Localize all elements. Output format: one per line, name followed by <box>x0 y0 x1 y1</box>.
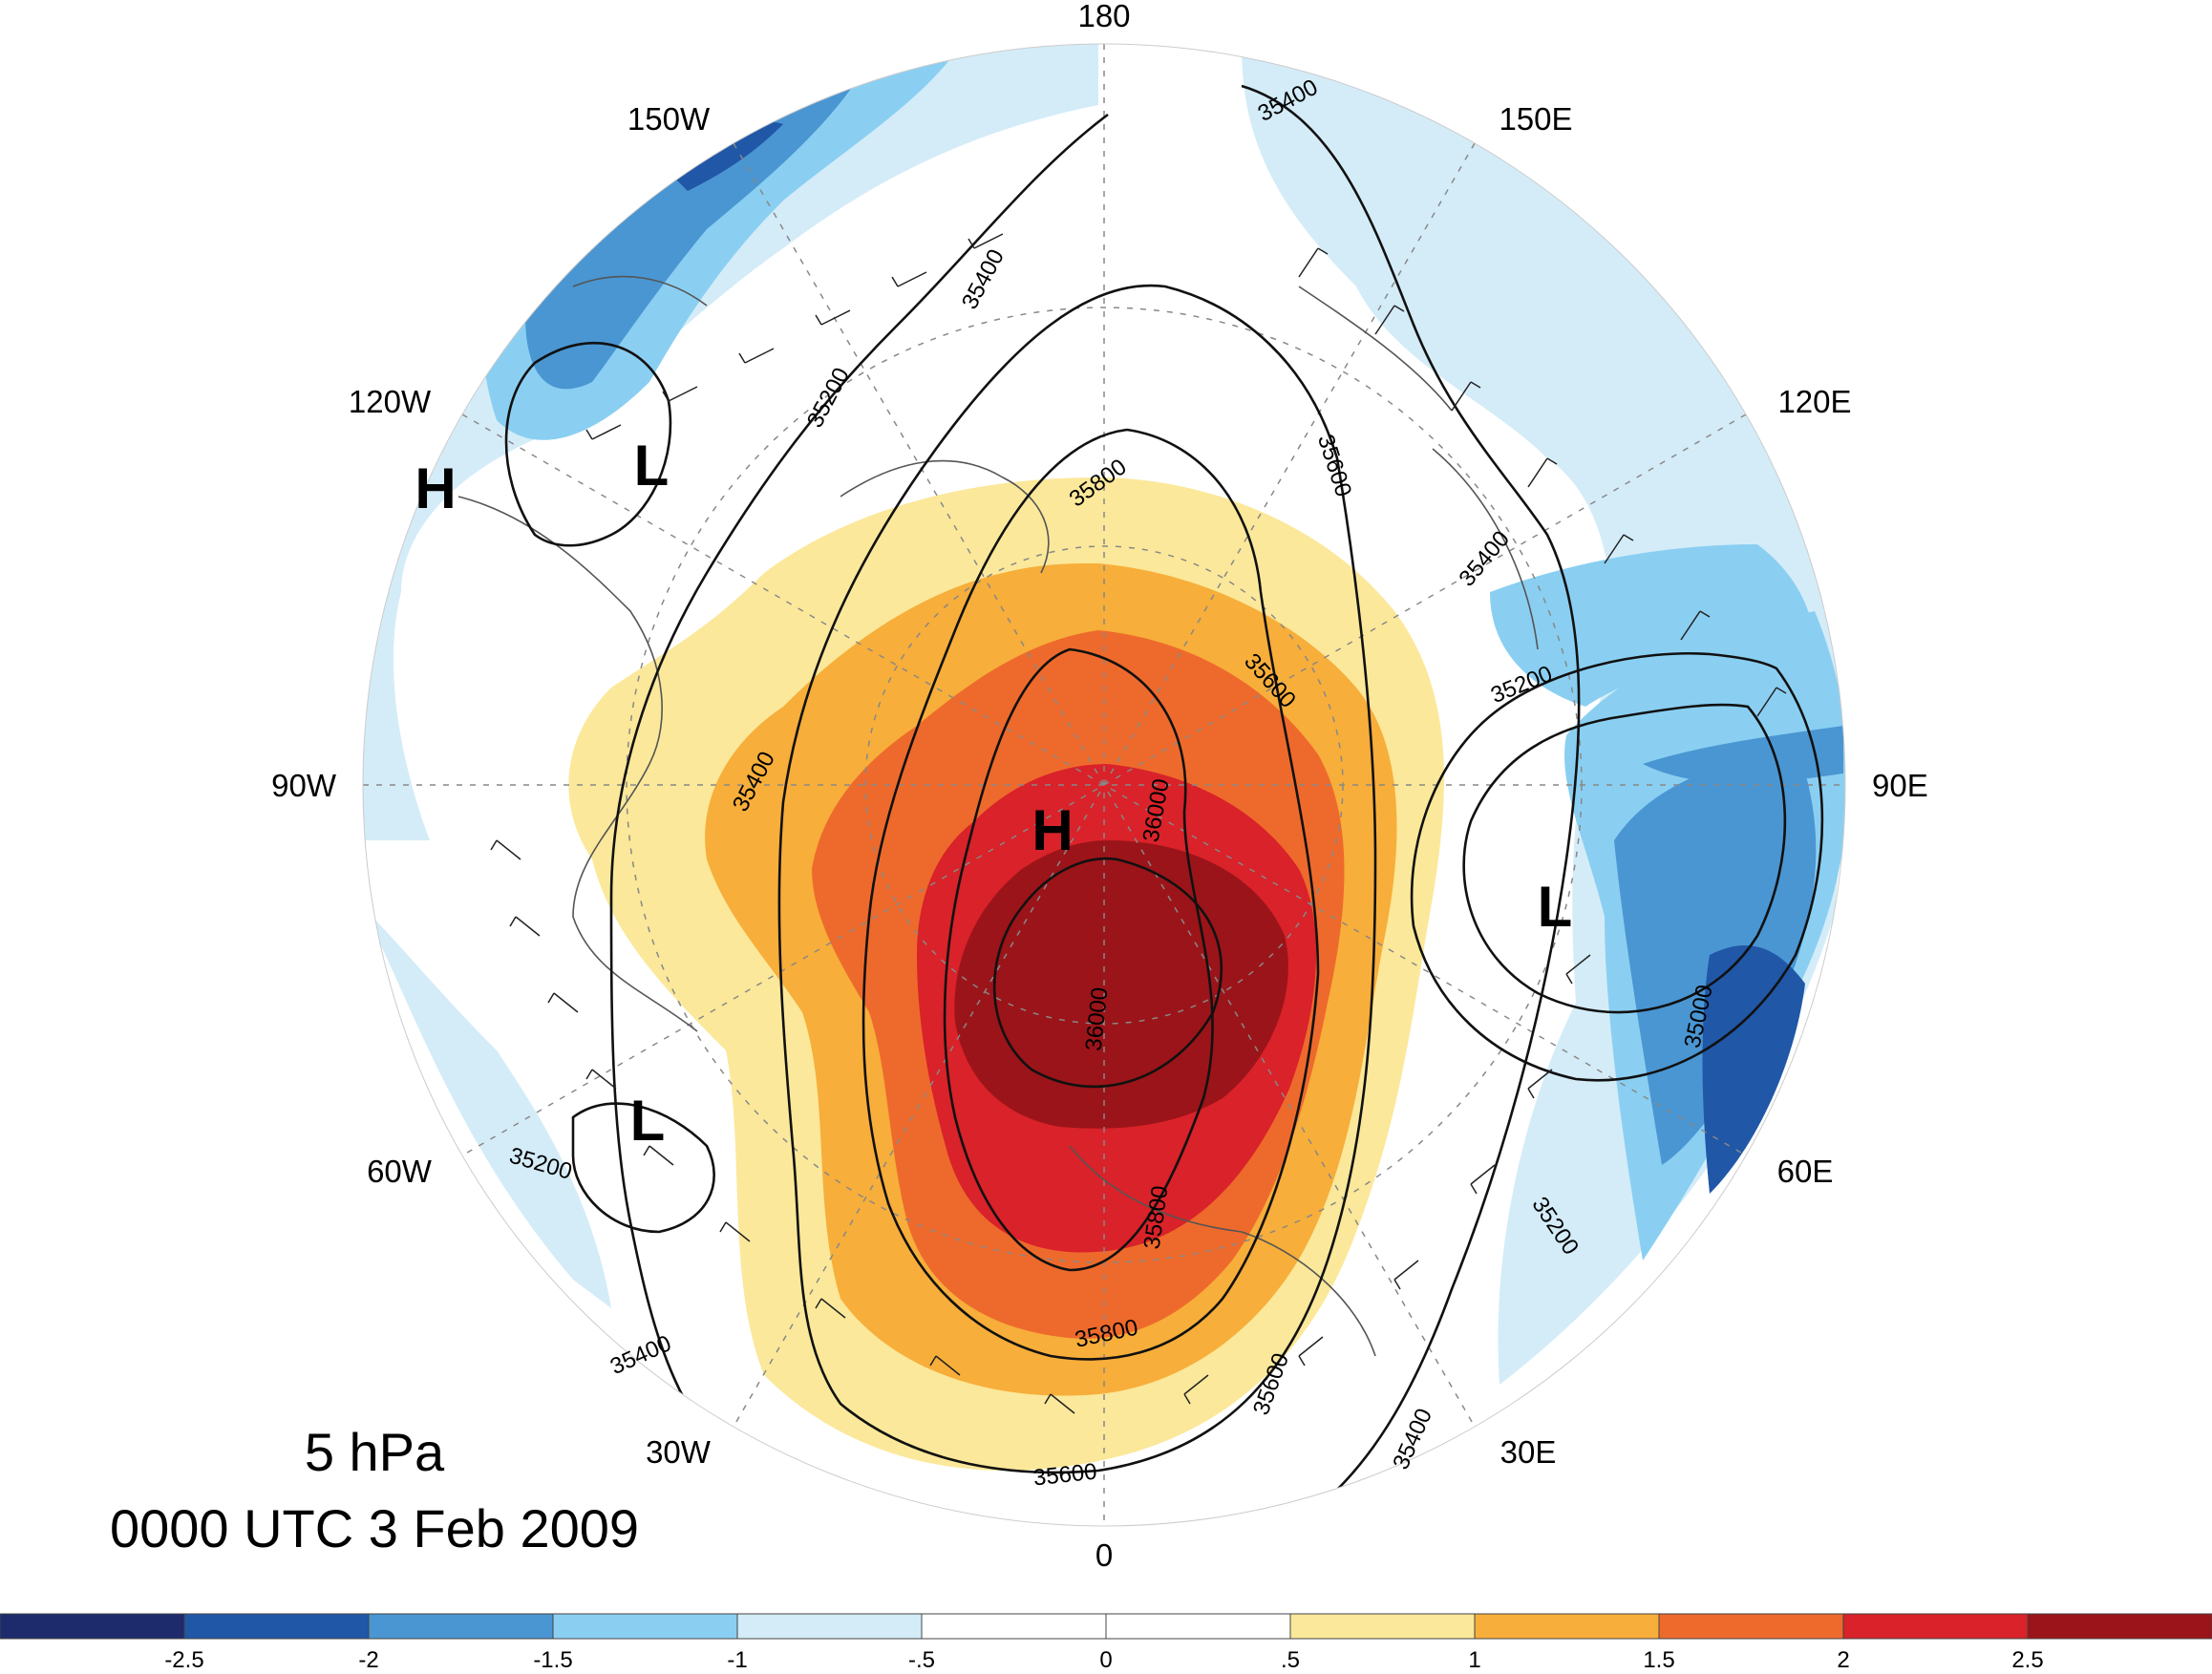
anomaly-fill-light-blue <box>363 907 611 1308</box>
colorbar-swatch <box>1105 1613 1291 1640</box>
lon-label-90e: 90E <box>1872 768 1928 803</box>
colorbar-swatch <box>1842 1613 2029 1640</box>
low-center-marker: L <box>634 434 670 498</box>
map-disk <box>363 44 1845 1526</box>
anomaly-fill-dark-blue <box>1702 945 1805 1194</box>
colorbar-swatch <box>1474 1613 1660 1640</box>
colorbar-tick-label: -1 <box>727 1647 747 1673</box>
lon-label-120e: 120E <box>1777 384 1851 419</box>
colorbar-swatch <box>552 1613 738 1640</box>
high-center-marker: H <box>415 456 456 520</box>
low-center-marker: L <box>630 1089 666 1153</box>
anomaly-fill-mid-blue <box>1643 726 1843 783</box>
colorbar-swatch <box>1658 1613 1844 1640</box>
colorbar-tick-label: -1.5 <box>533 1647 572 1673</box>
lon-label-60w: 60W <box>367 1154 433 1189</box>
lon-label-180: 180 <box>1077 0 1130 33</box>
colorbar-tick-label: 2.5 <box>2011 1647 2043 1673</box>
colorbar-swatch <box>921 1613 1107 1640</box>
longitude-labels: 180 150E 120E 90E 60E 30E 0 30W 60W 90W … <box>271 0 1928 1573</box>
colorbar-swatch <box>1289 1613 1476 1640</box>
colorbar-tick-label: 2 <box>1837 1647 1849 1673</box>
colorbar: -2.5 -2 -1.5 -1 -.5 0 .5 1 1.5 2 2.5 <box>0 1613 2212 1673</box>
lon-label-90w: 90W <box>271 768 337 803</box>
colorbar-tick-label: .5 <box>1281 1647 1300 1673</box>
colorbar-tick-label: -2.5 <box>164 1647 203 1673</box>
pressure-centers: H L H L L <box>415 434 1572 1153</box>
level-label: 5 hPa <box>305 1422 445 1482</box>
lon-label-150e: 150E <box>1499 101 1572 137</box>
anomaly-fill-dark-blue <box>669 121 783 191</box>
colorbar-swatch <box>0 1613 185 1640</box>
anomaly-fill-mid-blue <box>525 76 860 390</box>
height-contours <box>504 84 1824 1491</box>
colorbar-tick-label: 1.5 <box>1643 1647 1674 1673</box>
colorbar-tick-label: -2 <box>358 1647 378 1673</box>
valid-time-label: 0000 UTC 3 Feb 2009 <box>110 1498 639 1558</box>
colorbar-tick-label: 0 <box>1099 1647 1112 1673</box>
lon-label-30w: 30W <box>646 1434 712 1470</box>
map-outline <box>362 43 1846 1527</box>
lon-label-150w: 150W <box>627 101 711 137</box>
colorbar-swatch <box>736 1613 923 1640</box>
colorbar-tick-label: 1 <box>1468 1647 1480 1673</box>
lon-label-30e: 30E <box>1500 1434 1557 1470</box>
colorbar-swatch <box>368 1613 554 1640</box>
anomaly-fill-dark-red <box>954 840 1288 1129</box>
coastlines <box>457 275 1539 1357</box>
lon-label-0: 0 <box>1095 1537 1113 1573</box>
lon-label-60e: 60E <box>1777 1154 1834 1189</box>
high-center-marker: H <box>1032 798 1073 862</box>
colorbar-tick-label: -.5 <box>908 1647 935 1673</box>
anomaly-fill-blue <box>1490 544 1815 707</box>
low-center-marker: L <box>1538 875 1573 939</box>
wind-barbs <box>490 233 1787 1414</box>
colorbar-swatch <box>183 1613 370 1640</box>
lon-label-120w: 120W <box>349 384 432 419</box>
colorbar-swatch <box>2027 1613 2212 1640</box>
